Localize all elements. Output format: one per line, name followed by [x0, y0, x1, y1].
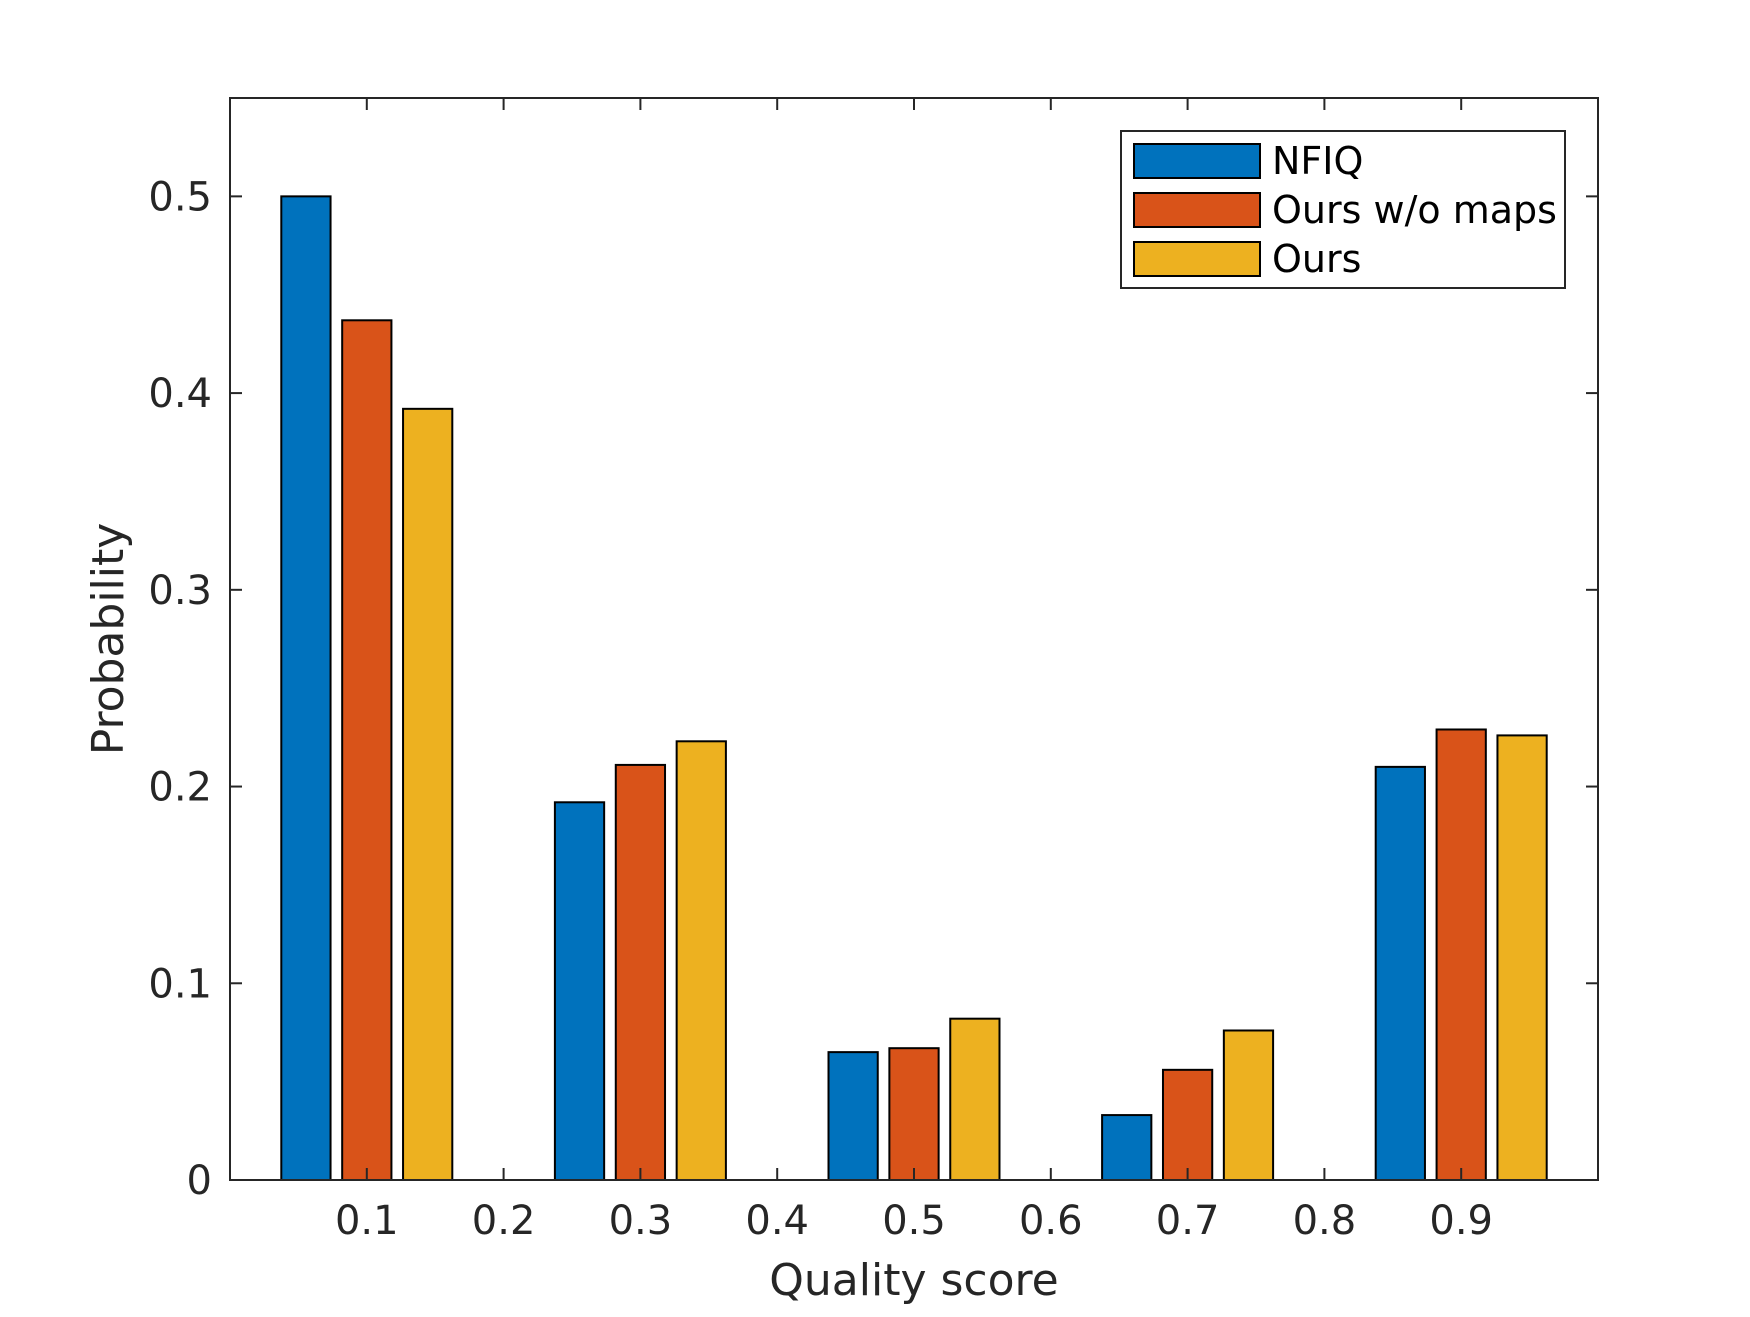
legend-swatch-nfiq: [1133, 143, 1261, 179]
x-tick-label: 0.4: [745, 1198, 809, 1244]
ticks-layer: [230, 98, 1598, 1181]
bar-ours-0.3: [675, 740, 727, 1181]
x-tick-label: 0.6: [1019, 1198, 1083, 1244]
bar-ours-w-o-maps-0.3: [614, 763, 667, 1181]
bar-ours-w-o-maps-0.5: [888, 1047, 940, 1181]
y-tick-label: 0: [187, 1158, 212, 1204]
x-tick-label: 0.3: [609, 1198, 673, 1244]
bar-nfiq-0.1: [280, 195, 332, 1182]
legend: NFIQ Ours w/o maps Ours: [1120, 130, 1566, 289]
y-axis-label: Probability: [83, 523, 134, 756]
bar-ours-0.7: [1222, 1029, 1275, 1181]
y-tick-label: 0.4: [148, 371, 212, 417]
bar-nfiq-0.3: [553, 801, 606, 1182]
x-tick-label: 0.9: [1429, 1198, 1493, 1244]
tick-labels-layer: 0.1 0.2 0.3 0.4 0.5 0.6 0.7 0.8 0.9 0 0.1 0.2 0.3 0.4…: [148, 174, 1493, 1244]
legend-label: Ours w/o maps: [1272, 188, 1557, 232]
x-tick-label: 0.2: [472, 1198, 536, 1244]
bar-ours-w-o-maps-0.1: [341, 319, 393, 1181]
bar-nfiq-0.9: [1374, 765, 1426, 1181]
bar-nfiq-0.7: [1101, 1114, 1153, 1181]
legend-swatch-ours-w-o-maps: [1133, 192, 1261, 228]
legend-swatch-ours: [1133, 241, 1261, 277]
legend-label: NFIQ: [1272, 139, 1363, 183]
y-tick-label: 0.2: [148, 765, 212, 811]
bar-ours-w-o-maps-0.7: [1161, 1068, 1214, 1181]
bars-layer: [280, 195, 1548, 1182]
bar-ours-w-o-maps-0.9: [1435, 728, 1487, 1181]
legend-items: NFIQ Ours w/o maps Ours: [1133, 139, 1557, 281]
x-tick-label: 0.7: [1156, 1198, 1220, 1244]
x-axis-label: Quality score: [769, 1255, 1058, 1306]
bar-nfiq-0.5: [827, 1051, 879, 1182]
y-tick-label: 0.5: [148, 174, 212, 220]
y-tick-label: 0.1: [148, 961, 212, 1007]
bar-ours-0.1: [402, 407, 454, 1181]
y-tick-label: 0.3: [148, 568, 212, 614]
bar-ours-0.9: [1496, 734, 1548, 1182]
legend-label: Ours: [1272, 237, 1361, 281]
x-tick-label: 0.1: [335, 1198, 399, 1244]
x-tick-label: 0.5: [882, 1198, 946, 1244]
bar-ours-0.5: [949, 1017, 1001, 1181]
x-tick-label: 0.8: [1293, 1198, 1357, 1244]
